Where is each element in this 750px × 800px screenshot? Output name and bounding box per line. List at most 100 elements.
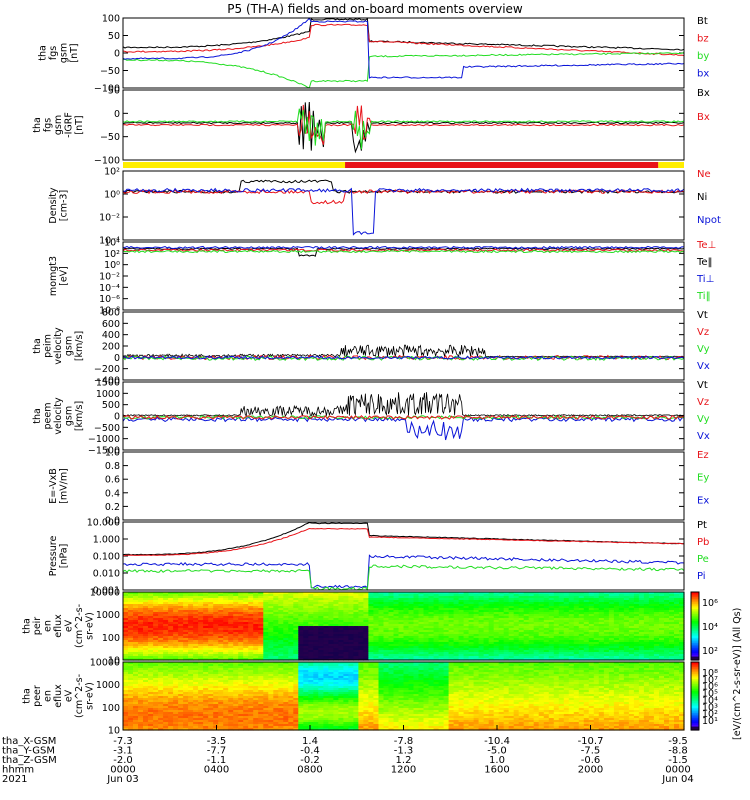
dbx-green-line (122, 108, 685, 150)
ytick-label: 10⁻⁴ (99, 283, 120, 294)
ylabel-line: (cm^2-s- (74, 674, 85, 718)
ytick-label: 10⁻² (99, 213, 120, 224)
ytick-label: 1000 (96, 680, 120, 691)
electron-spectrogram (123, 662, 685, 731)
ylabel-line: tha (22, 618, 33, 634)
ylabel-line: Pressure (48, 536, 59, 577)
legend-Pi: Pi (697, 571, 706, 582)
ytick-label: 10000 (90, 588, 120, 599)
ylabel-line: eV (64, 689, 75, 702)
legend-Ti‖: Ti‖ (696, 291, 711, 302)
ylabel-line: tha (37, 45, 48, 61)
xaxis-value: 0400 (204, 765, 229, 776)
xaxis-value: -1.5 (668, 755, 688, 766)
ion-spectrogram (123, 592, 685, 661)
ytick-label: 0.100 (93, 552, 120, 563)
ytick-label: 100 (102, 633, 120, 644)
ytick-label: 0 (114, 353, 120, 364)
xaxis-value: -8.8 (668, 746, 688, 757)
ylabel-line: peir (32, 617, 43, 636)
ylabel-line: [eV] (58, 266, 69, 286)
ylabel-group: Pressure [nPa] (48, 536, 70, 577)
ylabel-line: -IGRF (64, 112, 75, 138)
xaxis-value: -0.4 (300, 746, 320, 757)
panel-frame (122, 17, 685, 89)
teperp-line (122, 248, 685, 252)
ytick-label: 200 (102, 342, 120, 353)
xaxis-value: Jun 04 (661, 774, 694, 785)
ytick-label: 1.0 (105, 448, 120, 459)
ylabel-line: en (43, 620, 54, 632)
ylabel-line: [nPa] (58, 544, 69, 569)
xaxis-value: -0.2 (300, 755, 320, 766)
ytick-label: 1.000 (93, 535, 120, 546)
xaxis-row-label: 2021 (2, 774, 27, 785)
ylabel-line: [mV/m] (58, 468, 69, 504)
xaxis-value: -7.5 (581, 746, 601, 757)
ytick-label: 1000 (96, 610, 120, 621)
ylabel-line: tha (22, 688, 33, 704)
ylabel-group: Density [cm-3] (48, 187, 70, 223)
ytick-label: 0.8 (105, 461, 120, 472)
ylabel-group: tha peem velocity gsm [km/s] (32, 397, 85, 435)
ytick-label: 10000 (90, 658, 120, 669)
ylabel-line: [nT] (69, 43, 80, 62)
ytick-label: 50 (108, 86, 120, 97)
ylabel-line: Density (48, 187, 59, 223)
xaxis-value: 1200 (391, 765, 416, 776)
ytick-label: 0.4 (105, 488, 120, 499)
ylabel-line: [km/s] (74, 401, 85, 431)
legend-Ex: Ex (697, 495, 709, 506)
dbx-black-line (122, 101, 685, 154)
panel-frame (122, 89, 685, 161)
legend-Bx: Bx (697, 112, 710, 123)
ylabel-line: tha (32, 408, 43, 424)
ylabel-line: [cm-3] (58, 190, 69, 221)
ytick-label: 10 (108, 726, 120, 737)
xaxis-value: 1.0 (489, 755, 505, 766)
xaxis-value: 1600 (484, 765, 509, 776)
vx-elec-line (122, 416, 685, 441)
vx-ion-line (122, 355, 685, 360)
legend-bx: bx (697, 69, 709, 80)
ylabel-line: fgs (48, 46, 59, 60)
legend-Vt: Vt (697, 310, 708, 321)
legend-by: by (697, 51, 709, 62)
panel-frame (122, 521, 685, 591)
legend-Ne: Ne (697, 169, 711, 180)
colorbar-tick: 10² (702, 709, 718, 720)
bt-line (122, 17, 685, 51)
legend-Te‖: Te‖ (696, 257, 713, 268)
ytick-label: 0.001 (93, 586, 120, 597)
xaxis-value: 2000 (578, 765, 603, 776)
ytick-label: −1000 (88, 434, 120, 445)
xaxis-value: -1.1 (207, 755, 227, 766)
ytick-label: 10² (104, 167, 120, 178)
ylabel-line: gsm (64, 336, 75, 356)
ytick-label: 10 (108, 656, 120, 667)
ytick-label: −1500 (88, 446, 120, 457)
ylabel-line: E=-VxB (48, 468, 59, 503)
ylabel-line: velocity (53, 397, 64, 435)
colorbar-label: [eV/(cm^2-s-sr-eV)] (All Qs) (732, 608, 743, 740)
legend-Npot: Npot (697, 215, 721, 226)
ylabel-line: tha (32, 117, 43, 133)
ytick-label: 400 (102, 330, 120, 341)
legend-Ti⊥: Ti⊥ (696, 274, 714, 285)
ylabel-line: velocity (53, 327, 64, 365)
legend-bz: bz (697, 34, 709, 45)
legend-Bx: Bx (697, 88, 710, 99)
xaxis-value: -10.7 (578, 736, 604, 747)
ylabel-group: tha peir en eflux eV (cm^2-s-sr-eV) (22, 604, 96, 648)
ytick-label: 0 (114, 412, 120, 423)
legend-Te⊥: Te⊥ (696, 240, 716, 251)
ytick-label: 0 (114, 49, 120, 60)
pe-line (122, 564, 685, 591)
ytick-label: 10⁻² (99, 272, 120, 283)
vz-ion-line (122, 354, 685, 361)
colorbar-tick: 10⁷ (702, 675, 718, 686)
ytick-label: 1500 (96, 378, 120, 389)
xaxis-value: 1.2 (396, 755, 412, 766)
ylabel-line: tha (32, 338, 43, 354)
ytick-label: 800 (102, 308, 120, 319)
